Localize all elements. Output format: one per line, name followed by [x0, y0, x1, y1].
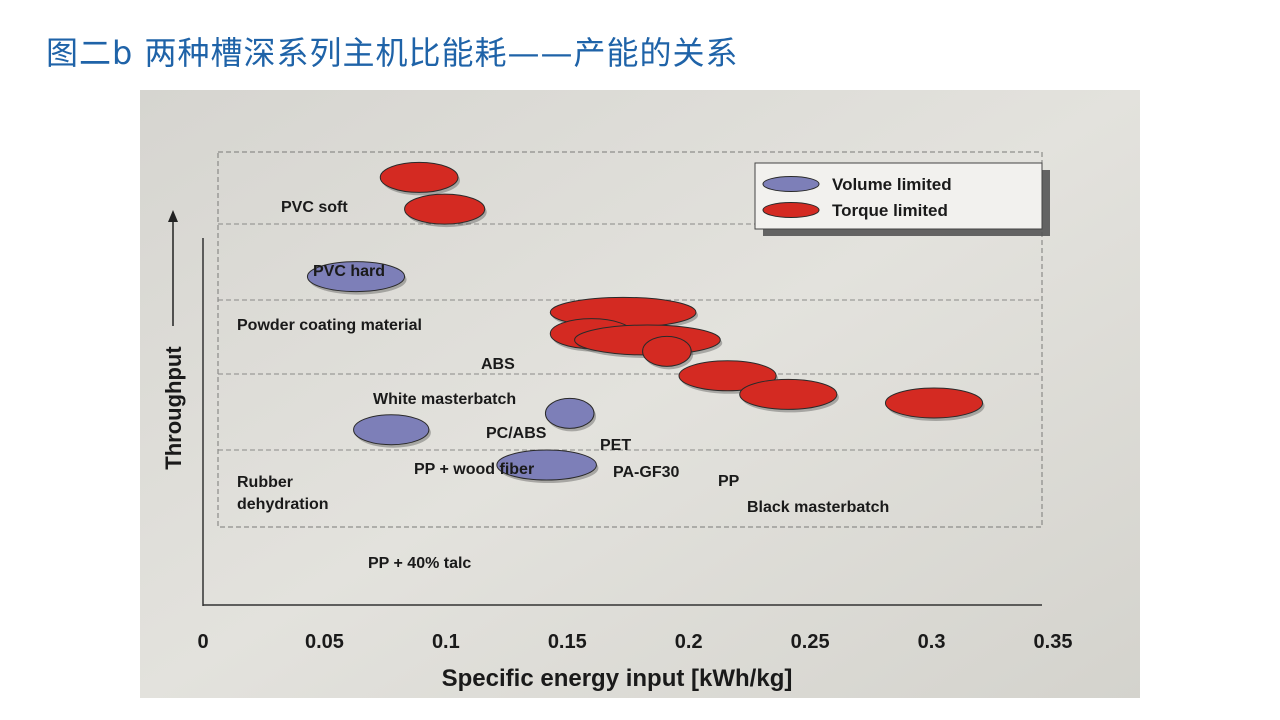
marker-pp	[739, 378, 838, 410]
marker-black-masterbatch	[884, 387, 984, 419]
x-tick-label: 0.05	[305, 631, 344, 653]
legend: Volume limited Torque limited	[754, 162, 1050, 236]
legend-box	[754, 162, 1043, 230]
x-tick-label: 0.3	[918, 631, 946, 653]
label-pp: PP	[718, 473, 740, 490]
legend-label-torque-limited: Torque limited	[832, 201, 948, 220]
point-labels: Powder coating material PP + wood fiber Ru…	[237, 199, 889, 572]
marker-pp-40-talc	[496, 449, 597, 481]
label-pp-40-talc: PP + 40% talc	[368, 555, 471, 572]
x-axis-label: Specific energy input [kWh/kg]	[442, 665, 793, 692]
marker-pp-wood-fiber	[544, 397, 595, 429]
x-tick-label: 0.25	[791, 631, 830, 653]
x-tick-label: 0.1	[432, 631, 460, 653]
scatter-chart: 0 0.05 0.1 0.15 0.2 0.25 0.3 0.35 Specific energ…	[140, 90, 1140, 698]
axes: 0 0.05 0.1 0.15 0.2 0.25 0.3 0.35 Specific energ…	[161, 210, 1072, 692]
y-axis-label: Throughput	[161, 346, 186, 470]
chart-photo: 0 0.05 0.1 0.15 0.2 0.25 0.3 0.35 Specific energ…	[140, 90, 1140, 698]
label-white-masterbatch: White masterbatch	[373, 391, 516, 408]
legend-label-volume-limited: Volume limited	[832, 175, 952, 194]
x-tick-label: 0.35	[1034, 631, 1073, 653]
x-tick-label: 0.2	[675, 631, 703, 653]
marker-pvc-soft	[379, 161, 459, 193]
plot-frame-border	[217, 151, 1043, 528]
label-pa-gf30: PA-GF30	[613, 464, 679, 481]
label-pet: PET	[600, 437, 631, 454]
label-pc-abs: PC/ABS	[486, 425, 547, 442]
marker-pvc-hard	[404, 193, 486, 225]
marker-pet	[642, 335, 692, 367]
marker-powder-coating-material	[306, 261, 406, 293]
legend-swatch-torque-limited	[762, 202, 820, 218]
label-pvc-soft: PVC soft	[281, 199, 348, 216]
x-tick-label: 0	[197, 631, 208, 653]
slide-title: 图二b 两种槽深系列主机比能耗——产能的关系	[46, 34, 739, 72]
label-rubber-dehydration: Rubber dehydration	[237, 474, 329, 513]
label-pvc-hard: PVC hard	[313, 263, 385, 280]
y-axis-arrow-head	[168, 210, 178, 222]
label-abs: ABS	[481, 356, 515, 373]
marker-pa-gf30	[678, 360, 777, 392]
x-tick-label: 0.15	[548, 631, 587, 653]
plot-frame	[217, 151, 1043, 528]
label-powder-coating-material: Powder coating material	[237, 317, 422, 334]
marker-rubber-dehydration	[353, 414, 430, 446]
data-marks	[306, 161, 985, 484]
label-black-masterbatch: Black masterbatch	[747, 499, 889, 516]
label-pp-wood-fiber: PP + wood fiber	[414, 461, 534, 478]
legend-swatch-volume-limited	[762, 176, 820, 192]
